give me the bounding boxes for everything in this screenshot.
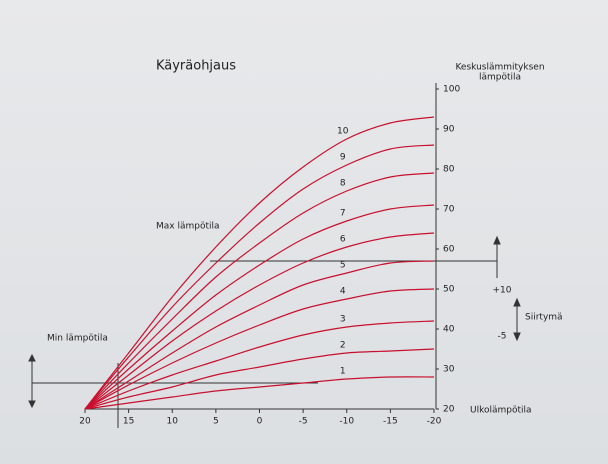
curve-label: 8 (340, 179, 346, 189)
y-tick-label: 40 (443, 325, 455, 335)
curve-label: 9 (340, 153, 346, 163)
annotation: Min lämpötila (47, 334, 108, 344)
y-tick-label: 90 (443, 125, 455, 135)
arrow-head (493, 235, 501, 245)
annotation: Siirtymä (525, 313, 563, 323)
y-tick-label: 60 (443, 245, 455, 255)
curve-label: 7 (340, 209, 346, 219)
curve (84, 232, 435, 410)
curve (84, 320, 435, 410)
curve (84, 376, 435, 410)
x-tick-label: -15 (383, 417, 398, 427)
x-tick-label: -10 (339, 417, 354, 427)
curve (84, 172, 435, 410)
annotation: -5 (498, 332, 507, 342)
curve (84, 260, 435, 410)
curve-label: 4 (340, 287, 346, 297)
annotation: Max lämpötila (156, 222, 220, 232)
annotation: +10 (493, 286, 512, 296)
y-tick-label: 20 (443, 405, 455, 415)
x-tick-label: -20 (427, 417, 442, 427)
curve (84, 288, 435, 410)
x-axis-label: Ulkolämpötila (470, 406, 532, 416)
y-axis-label: lämpötila (479, 73, 521, 83)
curve-label: 3 (340, 315, 346, 325)
curve-label: 2 (340, 341, 346, 351)
curve (84, 116, 435, 410)
y-tick-label: 80 (443, 165, 455, 175)
y-tick-label: 70 (443, 205, 455, 215)
x-tick-label: 10 (167, 417, 179, 427)
curve-label: 5 (340, 261, 346, 271)
curve (84, 144, 435, 410)
x-tick-label: -5 (299, 417, 308, 427)
curve-label: 6 (340, 235, 346, 245)
curve-label: 1 (340, 367, 346, 377)
curve (84, 204, 435, 410)
y-tick-label: 100 (443, 85, 460, 95)
curve (84, 348, 435, 410)
y-axis-label: Keskuslämmityksen (455, 63, 544, 73)
x-tick-label: 5 (213, 417, 219, 427)
y-tick-label: 30 (443, 365, 455, 375)
curve-label: 10 (337, 127, 349, 137)
y-tick-label: 50 (443, 285, 455, 295)
x-tick-label: 20 (79, 417, 91, 427)
chart-title: Käyräohjaus (156, 59, 236, 74)
arrow-head (513, 297, 521, 342)
arrow-head (28, 353, 36, 409)
x-tick-label: 15 (123, 417, 134, 427)
x-tick-label: 0 (257, 417, 263, 427)
